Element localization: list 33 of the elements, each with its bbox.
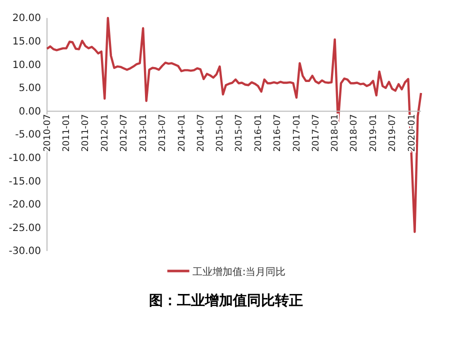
x-tick-label: 2017-01 bbox=[292, 114, 302, 152]
x-tick-label: 2016-01 bbox=[254, 114, 264, 152]
y-tick-label: -15.00 bbox=[8, 176, 41, 188]
x-tick-label: 2010-07 bbox=[42, 114, 53, 152]
y-tick-label: -10.00 bbox=[8, 153, 41, 164]
y-tick-label: 5.00 bbox=[18, 83, 41, 94]
x-tick-label: 2013-07 bbox=[158, 114, 168, 152]
x-tick-label: 2011-01 bbox=[62, 114, 72, 152]
y-tick-label: 0.00 bbox=[18, 106, 41, 118]
x-tick-label: 2015-01 bbox=[216, 114, 226, 152]
x-tick-label: 2013-01 bbox=[138, 114, 149, 152]
x-tick-label: 2018-07 bbox=[350, 114, 360, 152]
x-tick-label: 2012-01 bbox=[100, 114, 111, 152]
x-tick-label: 2014-01 bbox=[177, 114, 188, 152]
x-tick-label: 2019-01 bbox=[369, 114, 379, 152]
y-tick-label: -30.00 bbox=[8, 246, 41, 258]
x-tick-label: 2014-07 bbox=[196, 114, 206, 152]
x-tick-label: 2016-07 bbox=[273, 114, 284, 152]
y-tick-label: -20.00 bbox=[8, 200, 41, 211]
x-tick-label: 2015-07 bbox=[234, 114, 245, 152]
x-tick-label: 2018-01 bbox=[330, 114, 341, 152]
x-tick-label: 2019-07 bbox=[388, 114, 398, 152]
text: 图：工业增加值同比转正 bbox=[149, 293, 303, 309]
legend-label: 工业增加值:当月同比 bbox=[192, 266, 286, 278]
y-tick-label: 20.00 bbox=[12, 13, 41, 24]
x-tick-label: 2020-01 bbox=[407, 114, 418, 152]
x-tick-label: 2011-07 bbox=[81, 114, 92, 152]
y-tick-label: -25.00 bbox=[8, 222, 41, 234]
x-tick-label: 2017-07 bbox=[311, 114, 322, 152]
y-tick-label: 15.00 bbox=[12, 36, 41, 48]
y-tick-label: 10.00 bbox=[12, 60, 41, 71]
y-tick-label: -5.00 bbox=[15, 130, 41, 141]
x-tick-label: 2012-07 bbox=[120, 114, 130, 152]
